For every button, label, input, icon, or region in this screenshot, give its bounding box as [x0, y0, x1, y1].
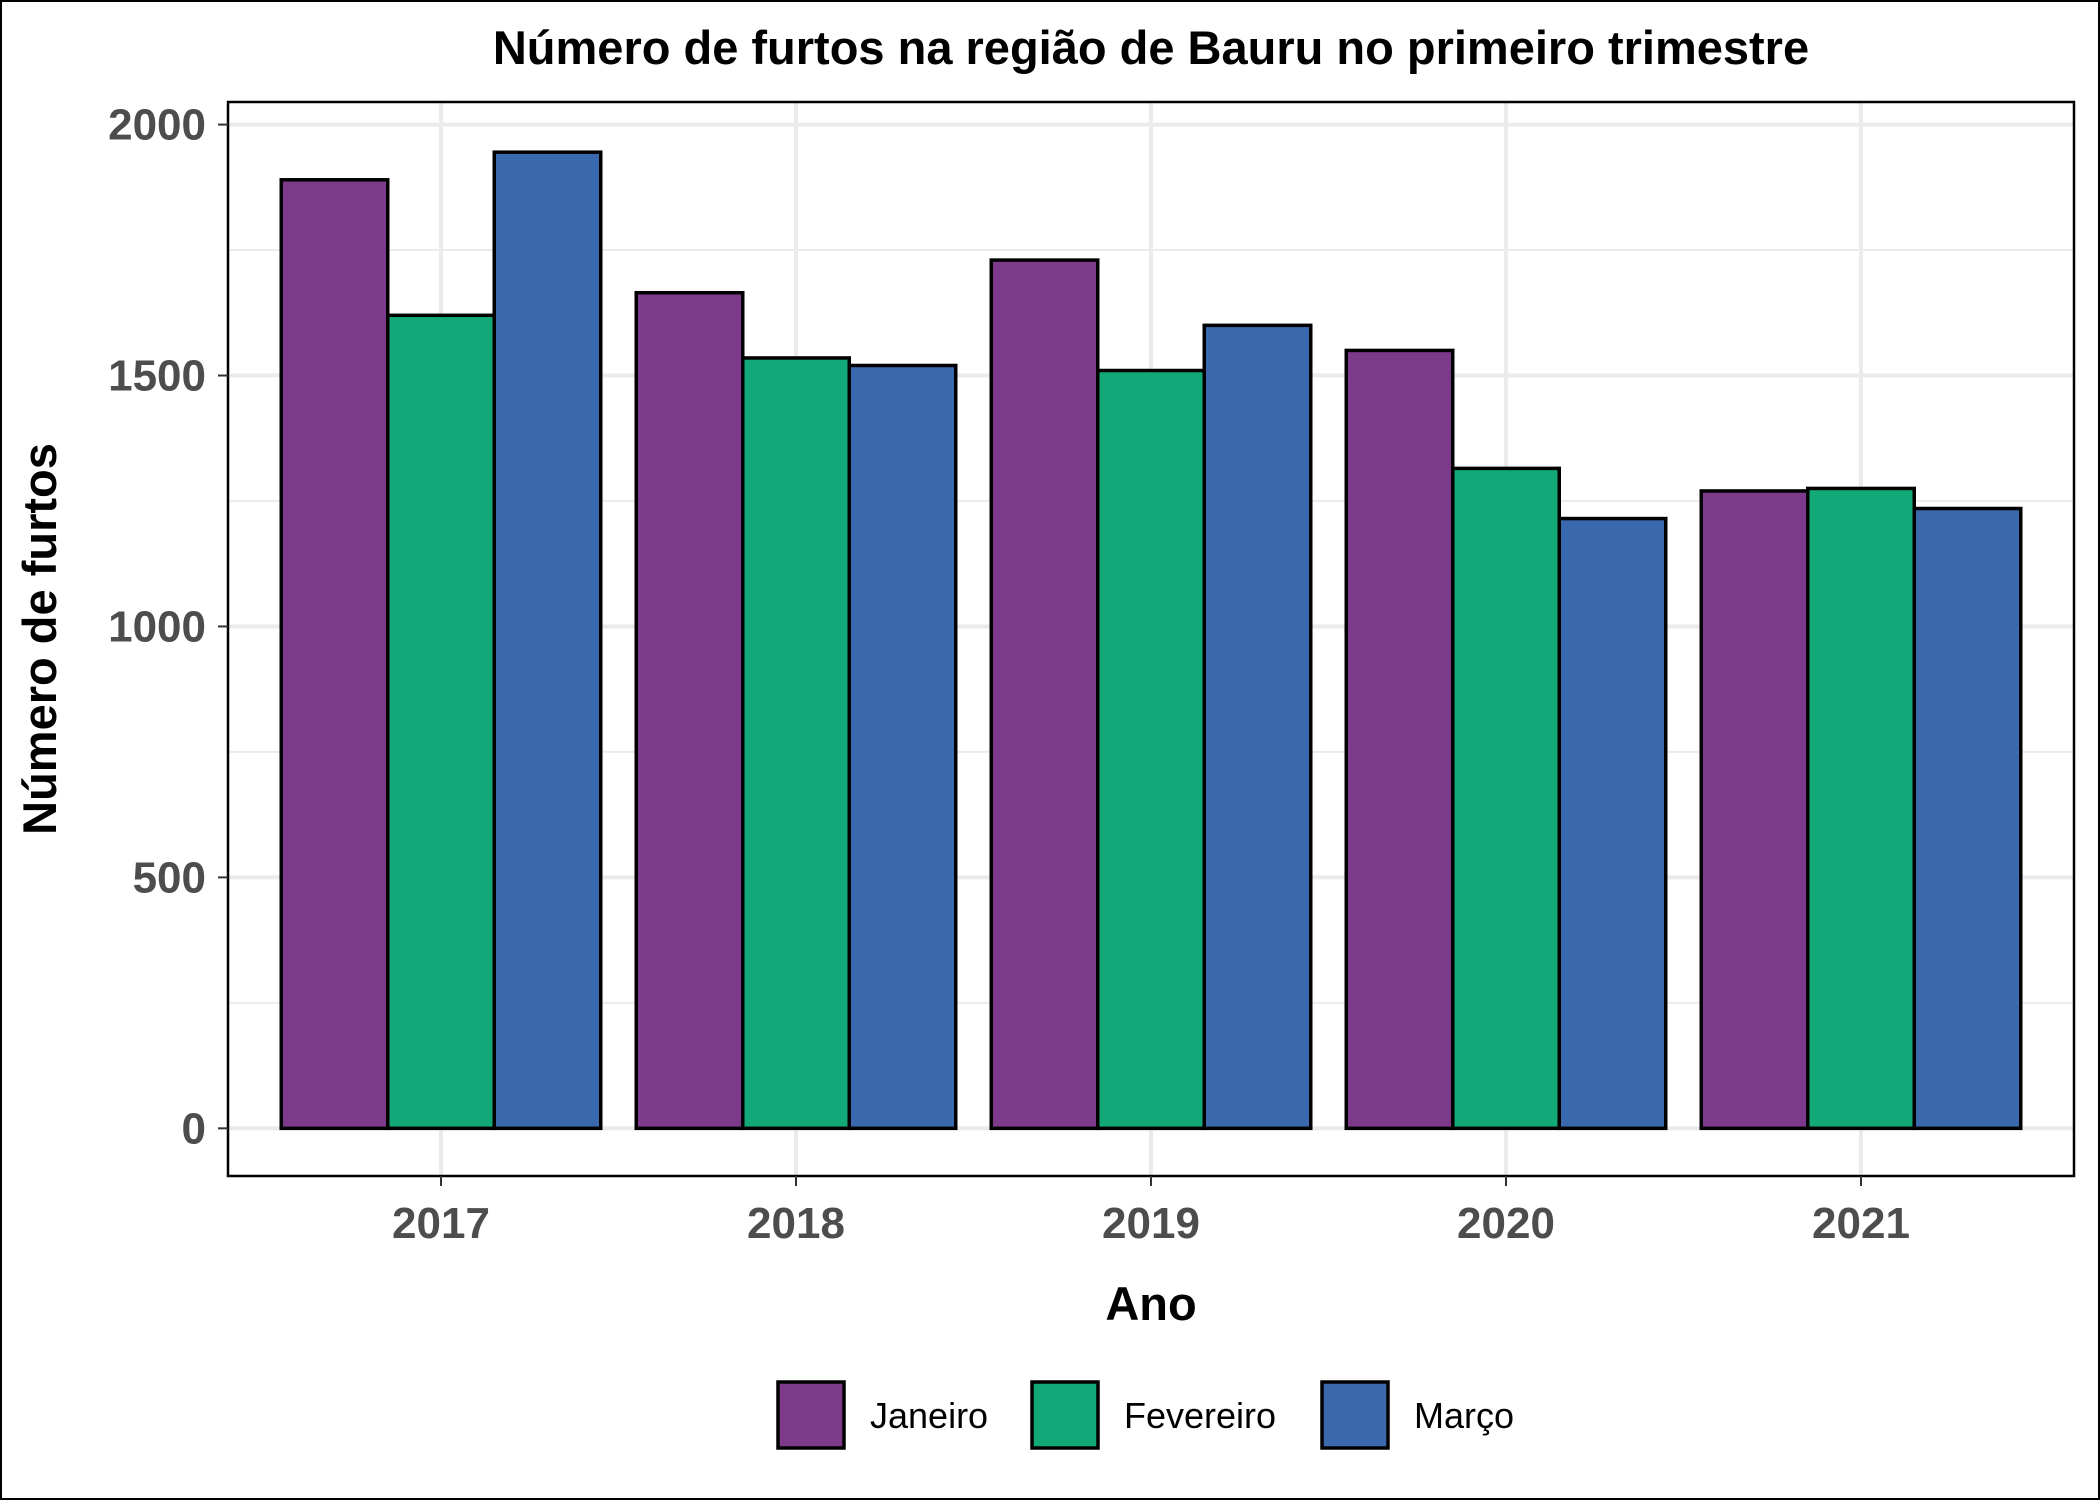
x-axis-title: Ano [1105, 1277, 1196, 1330]
x-tick-label: 2020 [1457, 1199, 1555, 1248]
bar-2021-março [1912, 506, 2023, 1131]
y-tick-label: 0 [182, 1104, 206, 1153]
bar-2019-março [1202, 323, 1313, 1131]
legend-key-março [1320, 1380, 1390, 1450]
x-tick-label: 2021 [1812, 1199, 1910, 1248]
chart-title: Número de furtos na região de Bauru no p… [493, 21, 1809, 74]
bar-2019-janeiro [989, 258, 1100, 1131]
bar-2017-fevereiro [386, 313, 496, 1131]
x-tick-label: 2019 [1102, 1199, 1200, 1248]
axes: 0 500 1000 1500 2000 2017 2018 2019 2020 2021 [108, 101, 2076, 1248]
legend-label-janeiro: Janeiro [870, 1395, 988, 1436]
bar-2020-janeiro [1344, 348, 1455, 1131]
bar-2020-março [1557, 516, 1668, 1131]
bar-2019-fevereiro [1096, 368, 1206, 1131]
legend-key-janeiro [776, 1380, 846, 1450]
bar-2018-fevereiro [741, 356, 851, 1131]
legend-label-fevereiro: Fevereiro [1124, 1395, 1276, 1436]
legend-label-março: Março [1414, 1395, 1514, 1436]
bar-2017-março [492, 150, 603, 1131]
x-tick-label: 2017 [392, 1199, 490, 1248]
bar-2021-janeiro [1699, 489, 1810, 1131]
legend-key-fevereiro [1030, 1380, 1100, 1450]
bar-2020-fevereiro [1451, 466, 1561, 1131]
bar-2018-março [847, 363, 958, 1131]
legend: Janeiro Fevereiro Março [776, 1380, 1514, 1450]
bar-2017-janeiro [279, 178, 390, 1131]
y-tick-label: 2000 [108, 101, 206, 150]
bar-2021-fevereiro [1806, 486, 1916, 1131]
y-tick-label: 1500 [108, 352, 206, 401]
y-tick-label: 500 [133, 853, 206, 902]
bars [279, 150, 2023, 1131]
bar-2018-janeiro [634, 290, 745, 1131]
x-tick-label: 2018 [747, 1199, 845, 1248]
y-tick-label: 1000 [108, 602, 206, 651]
y-axis-title: Número de furtos [13, 443, 66, 835]
